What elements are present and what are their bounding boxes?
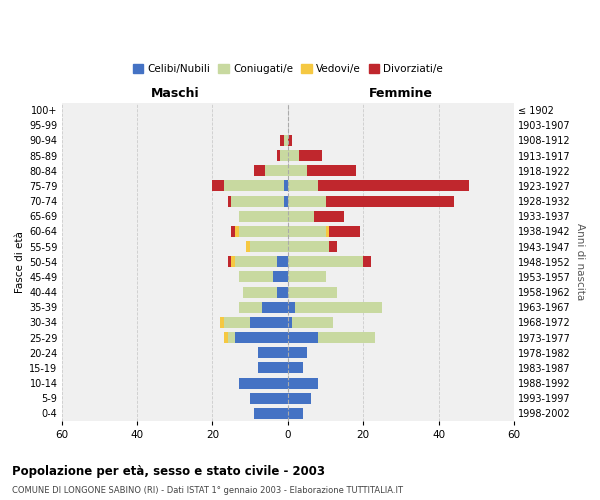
- Bar: [227, 332, 235, 343]
- Bar: [258, 348, 288, 358]
- Bar: [288, 166, 307, 176]
- Text: Popolazione per età, sesso e stato civile - 2003: Popolazione per età, sesso e stato civil…: [12, 464, 325, 477]
- Bar: [329, 241, 337, 252]
- Bar: [329, 226, 359, 237]
- Bar: [280, 150, 288, 161]
- Bar: [288, 211, 314, 222]
- Bar: [254, 166, 265, 176]
- Legend: Celibi/Nubili, Coniugati/e, Vedovi/e, Divorziati/e: Celibi/Nubili, Coniugati/e, Vedovi/e, Di…: [128, 60, 448, 78]
- Bar: [288, 378, 318, 388]
- Y-axis label: Anni di nascita: Anni di nascita: [575, 223, 585, 300]
- Bar: [250, 241, 288, 252]
- Bar: [220, 317, 224, 328]
- Bar: [284, 135, 288, 146]
- Bar: [227, 196, 232, 206]
- Bar: [280, 135, 284, 146]
- Bar: [232, 256, 235, 267]
- Bar: [212, 180, 224, 192]
- Bar: [224, 317, 250, 328]
- Bar: [250, 393, 288, 404]
- Bar: [247, 241, 250, 252]
- Bar: [326, 196, 454, 206]
- Bar: [288, 286, 337, 298]
- Bar: [239, 378, 288, 388]
- Y-axis label: Fasce di età: Fasce di età: [15, 231, 25, 292]
- Bar: [363, 256, 371, 267]
- Bar: [277, 150, 280, 161]
- Bar: [288, 317, 292, 328]
- Bar: [314, 211, 344, 222]
- Text: Femmine: Femmine: [369, 88, 433, 101]
- Bar: [288, 196, 326, 206]
- Bar: [288, 408, 303, 419]
- Bar: [318, 180, 469, 192]
- Bar: [232, 196, 284, 206]
- Bar: [288, 362, 303, 374]
- Bar: [239, 211, 288, 222]
- Bar: [288, 272, 326, 282]
- Bar: [292, 317, 333, 328]
- Bar: [235, 332, 288, 343]
- Bar: [227, 256, 232, 267]
- Bar: [224, 180, 284, 192]
- Bar: [239, 272, 273, 282]
- Bar: [273, 272, 288, 282]
- Bar: [239, 226, 288, 237]
- Bar: [277, 286, 288, 298]
- Bar: [265, 166, 288, 176]
- Bar: [288, 256, 363, 267]
- Bar: [284, 180, 288, 192]
- Text: COMUNE DI LONGONE SABINO (RI) - Dati ISTAT 1° gennaio 2003 - Elaborazione TUTTIT: COMUNE DI LONGONE SABINO (RI) - Dati IST…: [12, 486, 403, 495]
- Bar: [288, 135, 292, 146]
- Bar: [288, 241, 329, 252]
- Bar: [242, 286, 277, 298]
- Bar: [288, 150, 299, 161]
- Bar: [288, 302, 295, 312]
- Bar: [288, 226, 326, 237]
- Bar: [318, 332, 374, 343]
- Bar: [232, 226, 235, 237]
- Bar: [326, 226, 329, 237]
- Bar: [288, 332, 318, 343]
- Bar: [258, 362, 288, 374]
- Bar: [288, 393, 311, 404]
- Bar: [262, 302, 288, 312]
- Text: Maschi: Maschi: [151, 88, 199, 101]
- Bar: [277, 256, 288, 267]
- Bar: [250, 317, 288, 328]
- Bar: [239, 302, 262, 312]
- Bar: [288, 348, 307, 358]
- Bar: [295, 302, 382, 312]
- Bar: [288, 180, 318, 192]
- Bar: [224, 332, 227, 343]
- Bar: [299, 150, 322, 161]
- Bar: [235, 226, 239, 237]
- Bar: [284, 196, 288, 206]
- Bar: [254, 408, 288, 419]
- Bar: [307, 166, 356, 176]
- Bar: [235, 256, 277, 267]
